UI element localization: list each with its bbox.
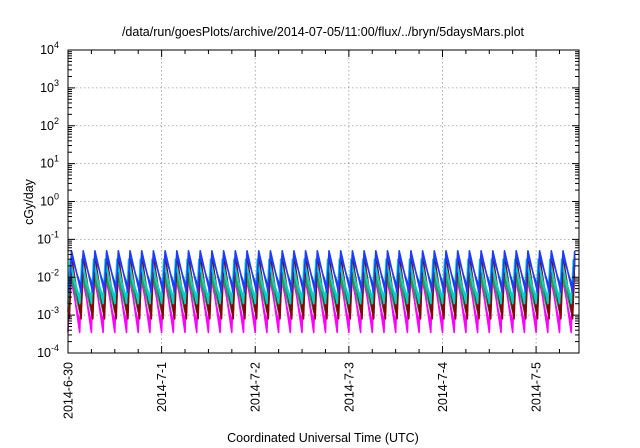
x-tick-label: 2014-7-4 <box>436 362 450 412</box>
ticks <box>67 49 579 354</box>
series-line <box>67 265 574 298</box>
y-tick-label: 10-4 <box>37 343 59 360</box>
x-tick-labels: 2014-6-30 2014-7-1 2014-7-2 2014-7-3 2014-7-… <box>62 362 544 419</box>
x-tick-label: 2014-7-3 <box>342 362 356 412</box>
y-tick-label: 104 <box>40 40 59 57</box>
y-tick-label: 10-3 <box>37 305 59 322</box>
y-tick-label: 10-1 <box>37 229 59 246</box>
x-axis-label: Coordinated Universal Time (UTC) <box>227 431 419 445</box>
y-tick-label: 103 <box>40 78 59 95</box>
x-tick-label: 2014-7-5 <box>530 362 544 412</box>
y-tick-labels: 10-4 10-3 10-2 10-1 100 101 102 103 104 <box>37 40 59 360</box>
y-tick-label: 102 <box>40 116 59 133</box>
y-axis-label: cGy/day <box>22 178 36 225</box>
chart-title: /data/run/goesPlots/archive/2014-07-05/1… <box>122 25 525 39</box>
x-tick-label: 2014-6-30 <box>62 362 76 419</box>
y-tick-label: 100 <box>40 192 59 209</box>
y-tick-label: 10-2 <box>37 267 59 284</box>
series-group <box>67 250 576 334</box>
y-tick-label: 101 <box>40 154 59 171</box>
x-tick-label: 2014-7-1 <box>155 362 169 412</box>
x-tick-label: 2014-7-2 <box>249 362 263 412</box>
series-line <box>68 256 576 287</box>
